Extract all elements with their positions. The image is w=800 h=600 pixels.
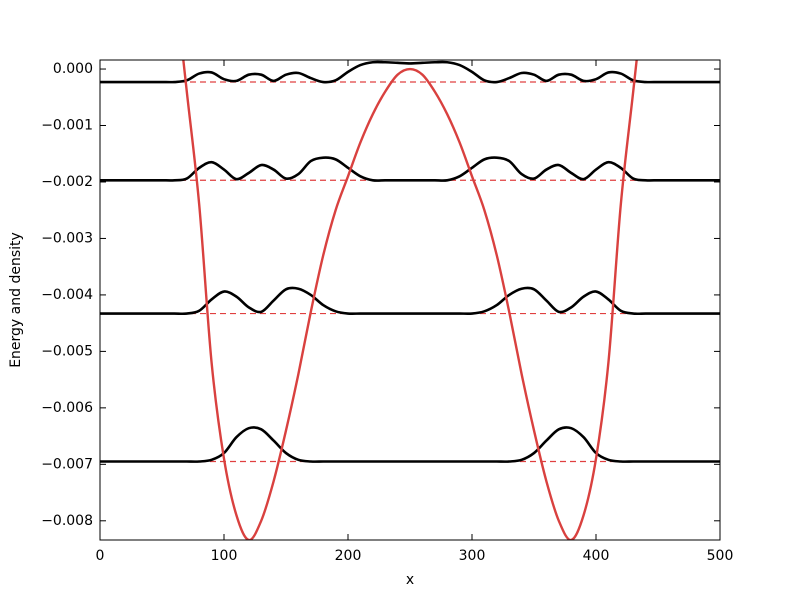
curve xyxy=(100,156,720,182)
x-tick-label: 0 xyxy=(96,548,105,564)
curve xyxy=(100,60,720,84)
x-axis-label: x xyxy=(406,572,414,588)
y-axis-label: Energy and density xyxy=(8,232,24,368)
y-tick-label: 0.000 xyxy=(53,61,93,77)
x-tick-label: 100 xyxy=(211,548,238,564)
x-tick-label: 200 xyxy=(335,548,362,564)
curve xyxy=(182,60,638,540)
curve xyxy=(100,426,720,463)
curve xyxy=(100,286,720,316)
y-tick-label: −0.006 xyxy=(41,400,93,416)
plot-area xyxy=(100,60,720,540)
plot-frame xyxy=(99,59,721,541)
x-tick-label: 300 xyxy=(459,548,486,564)
y-tick-label: −0.002 xyxy=(41,174,93,190)
y-tick-label: −0.007 xyxy=(41,456,93,472)
y-tick-label: −0.001 xyxy=(41,118,93,134)
y-tick-label: −0.003 xyxy=(41,230,93,246)
y-tick-label: −0.004 xyxy=(41,287,93,303)
x-tick-label: 400 xyxy=(583,548,610,564)
y-tick-label: −0.008 xyxy=(41,513,93,529)
y-tick-label: −0.005 xyxy=(41,343,93,359)
x-tick-label: 500 xyxy=(707,548,734,564)
